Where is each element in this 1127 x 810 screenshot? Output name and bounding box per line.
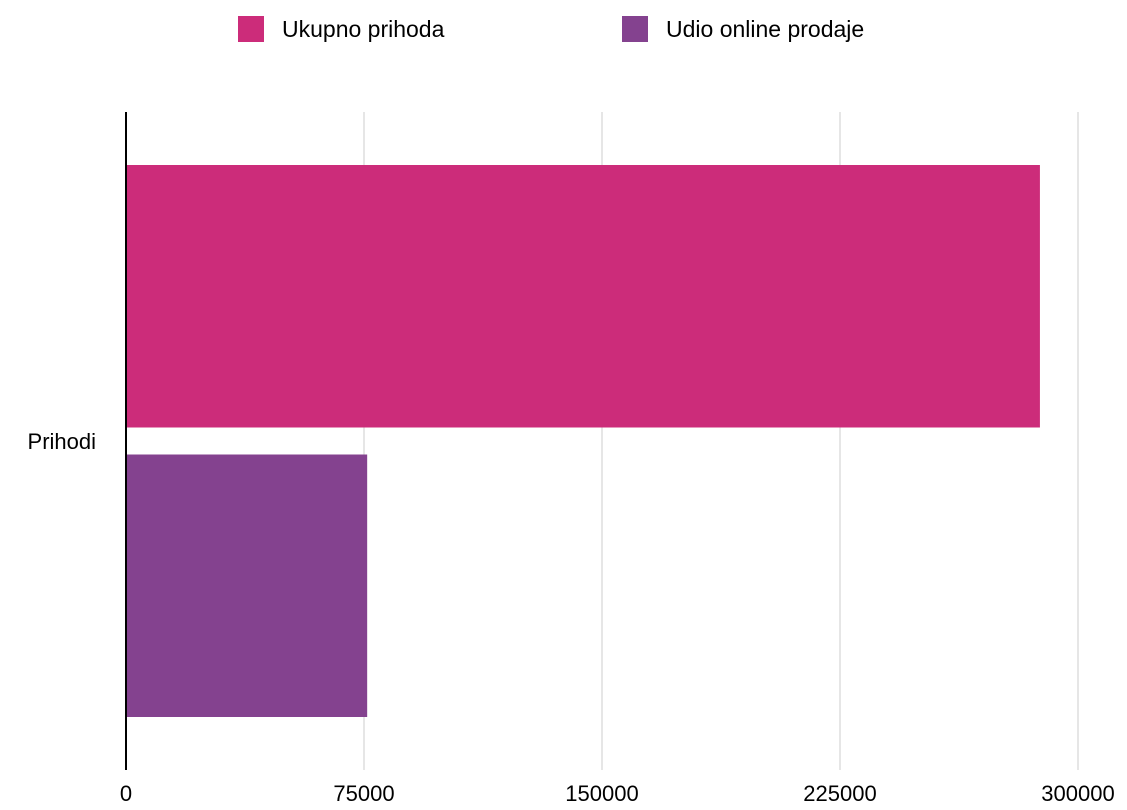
category-label: Prihodi bbox=[28, 429, 96, 454]
x-tick-label-300000: 300000 bbox=[1041, 781, 1114, 806]
bar-udio-online-prodaje bbox=[127, 454, 368, 717]
x-tick-label-225000: 225000 bbox=[803, 781, 876, 806]
legend-label-1: Ukupno prihoda bbox=[282, 16, 445, 42]
legend-label-2: Udio online prodaje bbox=[666, 16, 864, 42]
legend: Ukupno prihoda Udio online prodaje bbox=[238, 16, 864, 42]
x-tick-label-75000: 75000 bbox=[333, 781, 394, 806]
legend-swatch-1 bbox=[238, 16, 264, 42]
legend-swatch-2 bbox=[622, 16, 648, 42]
bars bbox=[127, 165, 1040, 717]
x-tick-label-0: 0 bbox=[120, 781, 132, 806]
bar-ukupno-prihoda bbox=[127, 165, 1040, 428]
category-labels: Prihodi bbox=[28, 429, 96, 454]
x-tick-labels: 0 75000 150000 225000 300000 bbox=[120, 781, 1115, 806]
x-tick-label-150000: 150000 bbox=[565, 781, 638, 806]
